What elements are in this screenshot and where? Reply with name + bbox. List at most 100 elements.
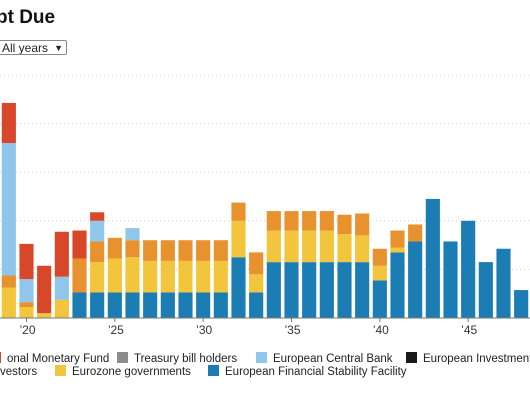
bar-segment[interactable]	[125, 292, 140, 318]
bar-segment[interactable]	[231, 202, 246, 221]
bar-segment[interactable]	[72, 258, 87, 293]
bar-segment[interactable]	[90, 241, 105, 263]
bar-segment[interactable]	[408, 241, 423, 318]
legend-swatch	[256, 352, 267, 363]
bar-segment[interactable]	[390, 247, 405, 253]
bar-segment[interactable]	[249, 292, 264, 318]
bar-segment[interactable]	[302, 211, 317, 231]
bar-segment[interactable]	[19, 302, 34, 308]
legend-label: vestors	[0, 366, 38, 378]
bar-segment[interactable]	[1, 102, 16, 144]
x-tick-label: ’35	[284, 323, 300, 335]
legend-label: European Central Bank	[273, 353, 393, 365]
bar-segment[interactable]	[160, 240, 175, 261]
x-tick-label: ’25	[108, 323, 124, 335]
legend-label: onal Monetary Fund	[7, 353, 110, 365]
bar-segment[interactable]	[107, 237, 122, 259]
bar-segment[interactable]	[90, 262, 105, 293]
bar-segment[interactable]	[125, 228, 140, 241]
bar-segment[interactable]	[143, 260, 158, 293]
bar-segment[interactable]	[125, 240, 140, 258]
bar-segment[interactable]	[408, 224, 423, 242]
legend-label: European Financial Stability Facility	[225, 366, 407, 378]
bar-segment[interactable]	[478, 262, 493, 318]
bar-segment[interactable]	[302, 230, 317, 263]
bar-segment[interactable]	[337, 214, 352, 235]
bar-segment[interactable]	[372, 265, 387, 281]
bar-segment[interactable]	[143, 292, 158, 318]
bar-segment[interactable]	[372, 280, 387, 318]
bar-segment[interactable]	[107, 292, 122, 318]
bar-segment[interactable]	[1, 143, 16, 276]
bar-segment[interactable]	[443, 241, 458, 318]
legend-swatch	[55, 365, 66, 376]
bar-segment[interactable]	[143, 240, 158, 261]
bar-segment[interactable]	[160, 292, 175, 318]
legend-swatch	[117, 352, 128, 363]
bar-segment[interactable]	[72, 230, 87, 259]
bar-segment[interactable]	[125, 257, 140, 293]
bars	[1, 102, 529, 318]
bar-segment[interactable]	[319, 262, 334, 318]
bar-segment[interactable]	[178, 260, 193, 293]
bar-segment[interactable]	[90, 292, 105, 318]
bar-segment[interactable]	[249, 274, 264, 293]
bar-segment[interactable]	[37, 265, 52, 314]
bar-segment[interactable]	[231, 257, 246, 318]
bar-segment[interactable]	[54, 299, 69, 318]
bar-segment[interactable]	[19, 307, 34, 318]
bar-segment[interactable]	[178, 240, 193, 261]
legend-item-european-central-bank: European Central Bank	[256, 352, 393, 365]
bar-segment[interactable]	[372, 248, 387, 266]
bar-segment[interactable]	[90, 212, 105, 221]
bar-segment[interactable]	[72, 292, 87, 318]
bar-segment[interactable]	[355, 235, 370, 263]
bar-segment[interactable]	[90, 220, 105, 242]
bar-segment[interactable]	[496, 248, 511, 318]
bar-segment[interactable]	[284, 211, 299, 231]
bar-segment[interactable]	[1, 275, 16, 288]
legend-item-international-monetary-fund: onal Monetary Fund	[0, 352, 109, 365]
bar-segment[interactable]	[302, 262, 317, 318]
bar-segment[interactable]	[196, 240, 211, 261]
bar-segment[interactable]	[196, 292, 211, 318]
bar-segment[interactable]	[107, 258, 122, 293]
bar-segment[interactable]	[213, 260, 228, 293]
bar-segment[interactable]	[425, 198, 440, 318]
bar-segment[interactable]	[337, 262, 352, 318]
bar-segment[interactable]	[284, 230, 299, 263]
debt-due-chart: ’20 ’25 ’30 ’35 ’40 ’45	[0, 74, 530, 335]
bar-segment[interactable]	[461, 220, 476, 318]
bar-segment[interactable]	[337, 234, 352, 263]
legend-swatch	[208, 365, 219, 376]
bar-segment[interactable]	[54, 231, 69, 277]
bar-segment[interactable]	[196, 260, 211, 293]
bar-segment[interactable]	[231, 220, 246, 258]
bar-segment[interactable]	[19, 279, 34, 303]
bar-segment[interactable]	[266, 230, 281, 263]
bar-segment[interactable]	[284, 262, 299, 318]
year-filter-dropdown[interactable]: All years ▼	[0, 40, 67, 55]
bar-segment[interactable]	[54, 276, 69, 300]
bar-segment[interactable]	[355, 213, 370, 236]
x-axis: ’20 ’25 ’30 ’35 ’40 ’45	[0, 317, 530, 335]
bar-segment[interactable]	[213, 240, 228, 261]
bar-segment[interactable]	[514, 290, 529, 318]
bar-segment[interactable]	[355, 262, 370, 318]
bar-segment[interactable]	[160, 260, 175, 293]
bar-segment[interactable]	[319, 230, 334, 263]
legend-item-european-investment-bank: European Investment	[406, 352, 530, 365]
bar-segment[interactable]	[178, 292, 193, 318]
bar-segment[interactable]	[249, 252, 264, 275]
legend-item-european-financial-stability-facility: European Financial Stability Facility	[208, 365, 407, 378]
x-tick-label: ’40	[373, 323, 389, 335]
bar-segment[interactable]	[319, 211, 334, 231]
bar-segment[interactable]	[390, 252, 405, 318]
bar-segment[interactable]	[266, 211, 281, 231]
bar-segment[interactable]	[19, 243, 34, 280]
bar-segment[interactable]	[213, 292, 228, 318]
bar-segment[interactable]	[1, 287, 16, 318]
bar-segment[interactable]	[37, 313, 52, 318]
bar-segment[interactable]	[266, 262, 281, 318]
bar-segment[interactable]	[390, 230, 405, 248]
